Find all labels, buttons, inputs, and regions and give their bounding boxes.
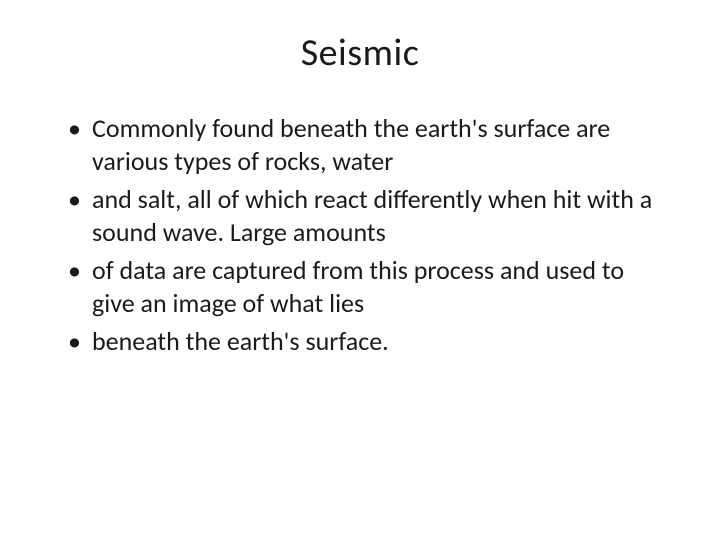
bullet-list: Commonly found beneath the earth's surfa…	[50, 112, 670, 358]
list-item: and salt, all of which react differently…	[76, 183, 670, 248]
list-item: beneath the earth's surface.	[76, 325, 670, 358]
slide-container: Seismic Commonly found beneath the earth…	[0, 0, 720, 540]
slide-title: Seismic	[50, 30, 670, 76]
list-item: of data are captured from this process a…	[76, 254, 670, 319]
list-item: Commonly found beneath the earth's surfa…	[76, 112, 670, 177]
